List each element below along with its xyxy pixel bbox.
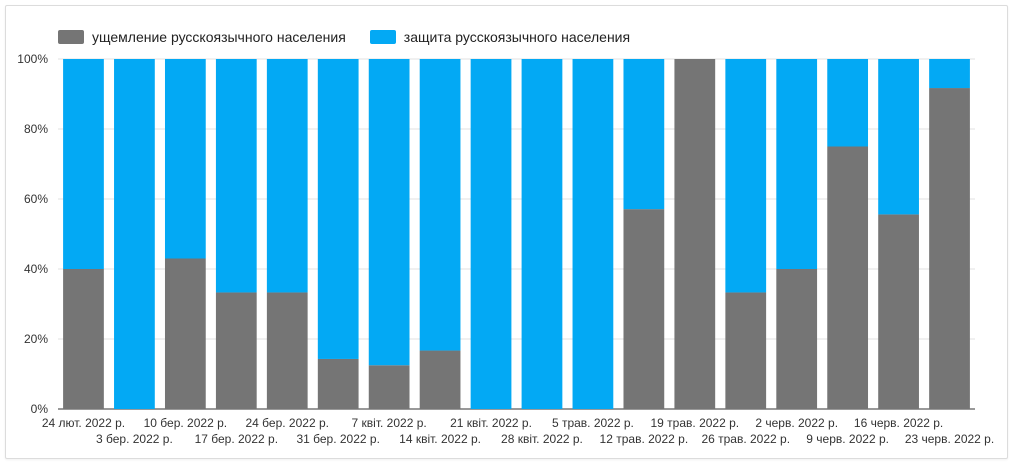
legend-swatch-infringement — [58, 30, 84, 44]
x-tick-label: 28 квіт. 2022 р. — [501, 432, 583, 446]
bar-segment-protection — [827, 59, 869, 147]
bar-segment-protection — [317, 59, 359, 359]
y-tick-label: 20% — [24, 332, 48, 346]
bar-segment-protection — [63, 59, 104, 269]
legend-item-infringement[interactable]: ущемление русскоязычного населения — [58, 29, 346, 45]
x-tick-label: 17 бер. 2022 р. — [195, 432, 278, 446]
bar-segment-protection — [368, 59, 410, 366]
bar-segment-protection — [776, 59, 818, 269]
x-tick-label: 12 трав. 2022 р. — [600, 432, 689, 446]
y-tick-label: 0% — [31, 402, 49, 416]
bar-segment-protection — [215, 59, 257, 293]
chart-legend: ущемление русскоязычного населения защит… — [58, 29, 654, 45]
bar-segment-protection — [878, 59, 919, 215]
bar-segment-protection — [470, 59, 512, 409]
bar-segment-infringement — [878, 214, 919, 409]
x-tick-label: 2 черв. 2022 р. — [755, 416, 838, 430]
bar-segment-protection — [164, 59, 206, 259]
bar-segment-infringement — [317, 358, 359, 409]
x-tick-label: 19 трав. 2022 р. — [651, 416, 740, 430]
bar-segment-infringement — [419, 350, 461, 409]
bar-segment-infringement — [164, 258, 206, 409]
bar-segment-infringement — [725, 292, 767, 409]
x-tick-label: 24 бер. 2022 р. — [246, 416, 329, 430]
bar-segment-protection — [572, 59, 614, 409]
bar-segment-infringement — [215, 292, 257, 409]
x-tick-label: 10 бер. 2022 р. — [144, 416, 227, 430]
bar-segment-protection — [114, 59, 155, 409]
legend-item-protection[interactable]: защита русскоязычного населения — [369, 29, 631, 45]
x-tick-label: 14 квіт. 2022 р. — [399, 432, 481, 446]
bar-segment-infringement — [827, 146, 869, 409]
bar-segment-protection — [266, 59, 308, 293]
bar-segment-infringement — [266, 292, 308, 409]
bar-segment-protection — [929, 59, 970, 89]
bar-segment-protection — [419, 59, 461, 351]
x-tick-label: 23 черв. 2022 р. — [905, 432, 994, 446]
x-tick-label: 3 бер. 2022 р. — [96, 432, 173, 446]
y-tick-label: 40% — [24, 262, 48, 276]
x-tick-label: 31 бер. 2022 р. — [296, 432, 379, 446]
bar-segment-infringement — [929, 88, 970, 410]
y-tick-label: 100% — [17, 52, 48, 66]
bar-segment-infringement — [623, 209, 665, 409]
x-tick-label: 7 квіт. 2022 р. — [352, 416, 427, 430]
bar-segment-protection — [521, 59, 563, 409]
bar-segment-protection — [725, 59, 767, 293]
bar-segment-infringement — [63, 269, 104, 409]
x-tick-label: 26 трав. 2022 р. — [701, 432, 790, 446]
bar-segment-infringement — [776, 269, 818, 409]
x-tick-label: 16 черв. 2022 р. — [854, 416, 943, 430]
bar-segment-infringement — [674, 59, 716, 409]
legend-label-infringement: ущемление русскоязычного населения — [92, 29, 346, 45]
x-tick-label: 9 черв. 2022 р. — [806, 432, 889, 446]
legend-swatch-protection — [369, 30, 396, 44]
y-tick-label: 60% — [24, 192, 48, 206]
x-tick-label: 24 лют. 2022 р. — [42, 416, 125, 430]
bar-segment-infringement — [368, 365, 410, 409]
x-tick-label: 21 квіт. 2022 р. — [450, 416, 532, 430]
x-tick-label: 5 трав. 2022 р. — [552, 416, 634, 430]
bar-segment-protection — [623, 59, 665, 210]
legend-label-protection: защита русскоязычного населения — [403, 29, 631, 45]
y-tick-label: 80% — [24, 122, 48, 136]
